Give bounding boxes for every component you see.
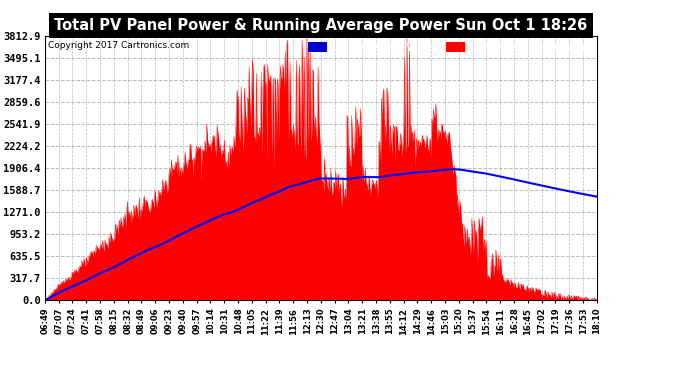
Title: Total PV Panel Power & Running Average Power Sun Oct 1 18:26: Total PV Panel Power & Running Average P… [55, 18, 587, 33]
Text: Copyright 2017 Cartronics.com: Copyright 2017 Cartronics.com [48, 41, 189, 50]
Legend: Average (DC Watts), PV Panels (DC Watts): Average (DC Watts), PV Panels (DC Watts) [306, 40, 592, 55]
